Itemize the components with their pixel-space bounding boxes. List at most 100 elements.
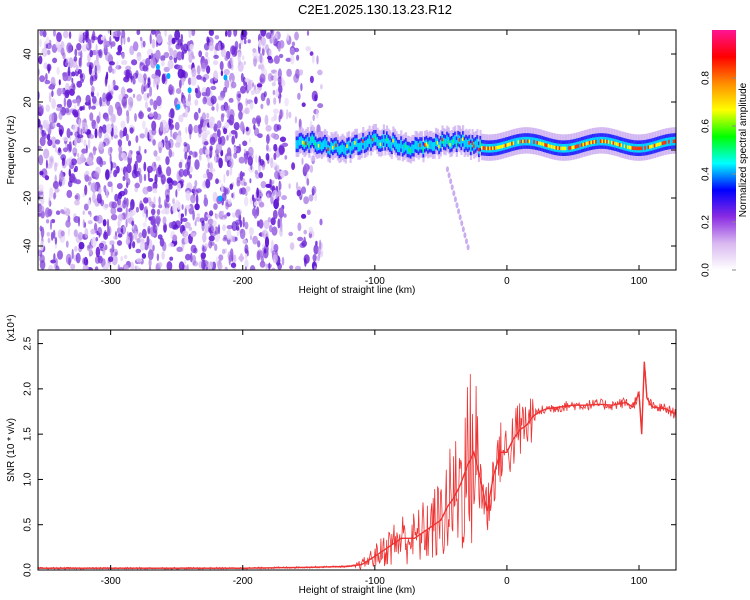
noise-cell	[117, 139, 123, 147]
band-streak	[457, 208, 461, 215]
noise-cell	[263, 91, 267, 98]
noise-cell	[46, 231, 51, 237]
noise-cell	[82, 264, 89, 270]
band-core	[452, 139, 455, 143]
noise-cell	[260, 30, 267, 37]
noise-cell	[209, 116, 215, 123]
noise-cell	[242, 238, 248, 245]
noise-cell	[119, 129, 124, 139]
noise-cell	[136, 152, 142, 163]
band-inner	[344, 146, 347, 156]
noise-cell	[44, 79, 51, 85]
noise-cell	[169, 123, 175, 129]
noise-cell	[202, 96, 207, 105]
noise-cell	[188, 150, 193, 156]
line-y-tick-label: 1.5	[23, 427, 34, 441]
noise-cell	[270, 30, 273, 34]
noise-cell	[62, 52, 66, 60]
band-streak	[447, 172, 451, 179]
band-core	[509, 142, 512, 146]
band-core	[618, 143, 622, 147]
noise-cell	[39, 127, 42, 138]
noise-cell	[209, 168, 216, 173]
band-inner	[465, 138, 468, 147]
noise-cell	[211, 106, 215, 111]
band-core	[636, 146, 639, 151]
noise-cell	[198, 154, 202, 161]
noise-cell	[193, 111, 199, 121]
noise-cell	[166, 166, 172, 177]
noise-cell	[209, 136, 216, 146]
band-core	[590, 140, 593, 145]
noise-cell	[235, 209, 241, 219]
noise-cell	[184, 151, 188, 160]
noise-cell	[245, 190, 248, 197]
noise-cell	[309, 51, 314, 56]
noise-cell	[50, 219, 52, 230]
band-core	[561, 146, 565, 151]
noise-cell	[244, 259, 249, 269]
noise-cell	[108, 61, 115, 66]
noise-cell	[202, 120, 207, 132]
noise-cell	[43, 41, 47, 49]
noise-cell	[278, 182, 282, 190]
line-y-tick-label: 0.0	[23, 563, 34, 577]
noise-cell	[272, 209, 278, 220]
band-inner	[338, 146, 341, 155]
noise-cell	[263, 248, 267, 254]
band-core	[455, 142, 458, 147]
noise-cell	[56, 103, 63, 108]
band-core	[630, 145, 633, 150]
band-streak	[445, 166, 449, 173]
noise-cell	[205, 130, 211, 136]
noise-cell	[252, 48, 258, 59]
band-inner	[403, 143, 406, 152]
noise-cell	[142, 120, 146, 130]
noise-cell	[278, 53, 284, 59]
band-core	[500, 145, 503, 149]
noise-cell	[201, 136, 206, 143]
noise-cell	[206, 112, 210, 119]
noise-cell	[260, 181, 267, 189]
noise-cell	[194, 203, 200, 211]
noise-cell	[283, 213, 287, 218]
noise-cell	[237, 102, 243, 112]
noise-cell	[123, 35, 126, 45]
noise-cell	[86, 156, 93, 165]
noise-cell	[182, 99, 185, 107]
noise-cell	[84, 184, 88, 196]
noise-cell	[244, 78, 250, 83]
noise-cell	[260, 103, 264, 110]
noise-cell	[72, 177, 77, 184]
noise-cell	[68, 168, 72, 177]
noise-cell	[228, 254, 231, 266]
noise-cell	[168, 118, 174, 125]
noise-cell	[237, 61, 244, 72]
noise-cell	[216, 129, 221, 138]
noise-cell	[123, 76, 130, 83]
noise-cell	[56, 31, 62, 43]
noise-cell	[281, 256, 285, 266]
noise-cell	[123, 197, 127, 205]
line-y-tick-label: 0.5	[23, 517, 34, 531]
band-inner	[609, 137, 612, 147]
line-y-tick-label: 2.5	[23, 336, 34, 350]
band-inner	[295, 140, 298, 149]
noise-cell	[272, 180, 275, 185]
band-inner	[306, 136, 309, 146]
noise-cell	[312, 114, 315, 122]
noise-cell	[68, 227, 70, 237]
noise-cell	[138, 111, 144, 120]
band-inner	[417, 142, 420, 152]
noise-cell	[110, 41, 116, 47]
noise-cell	[230, 63, 234, 71]
noise-cell	[107, 181, 113, 188]
band-inner	[444, 138, 447, 148]
noise-cell	[233, 30, 238, 37]
noise-cell	[299, 69, 303, 76]
band-core	[668, 140, 671, 144]
noise-cell	[40, 226, 45, 238]
noise-cell	[93, 172, 100, 178]
noise-cell	[189, 43, 194, 51]
band-core	[332, 145, 335, 150]
